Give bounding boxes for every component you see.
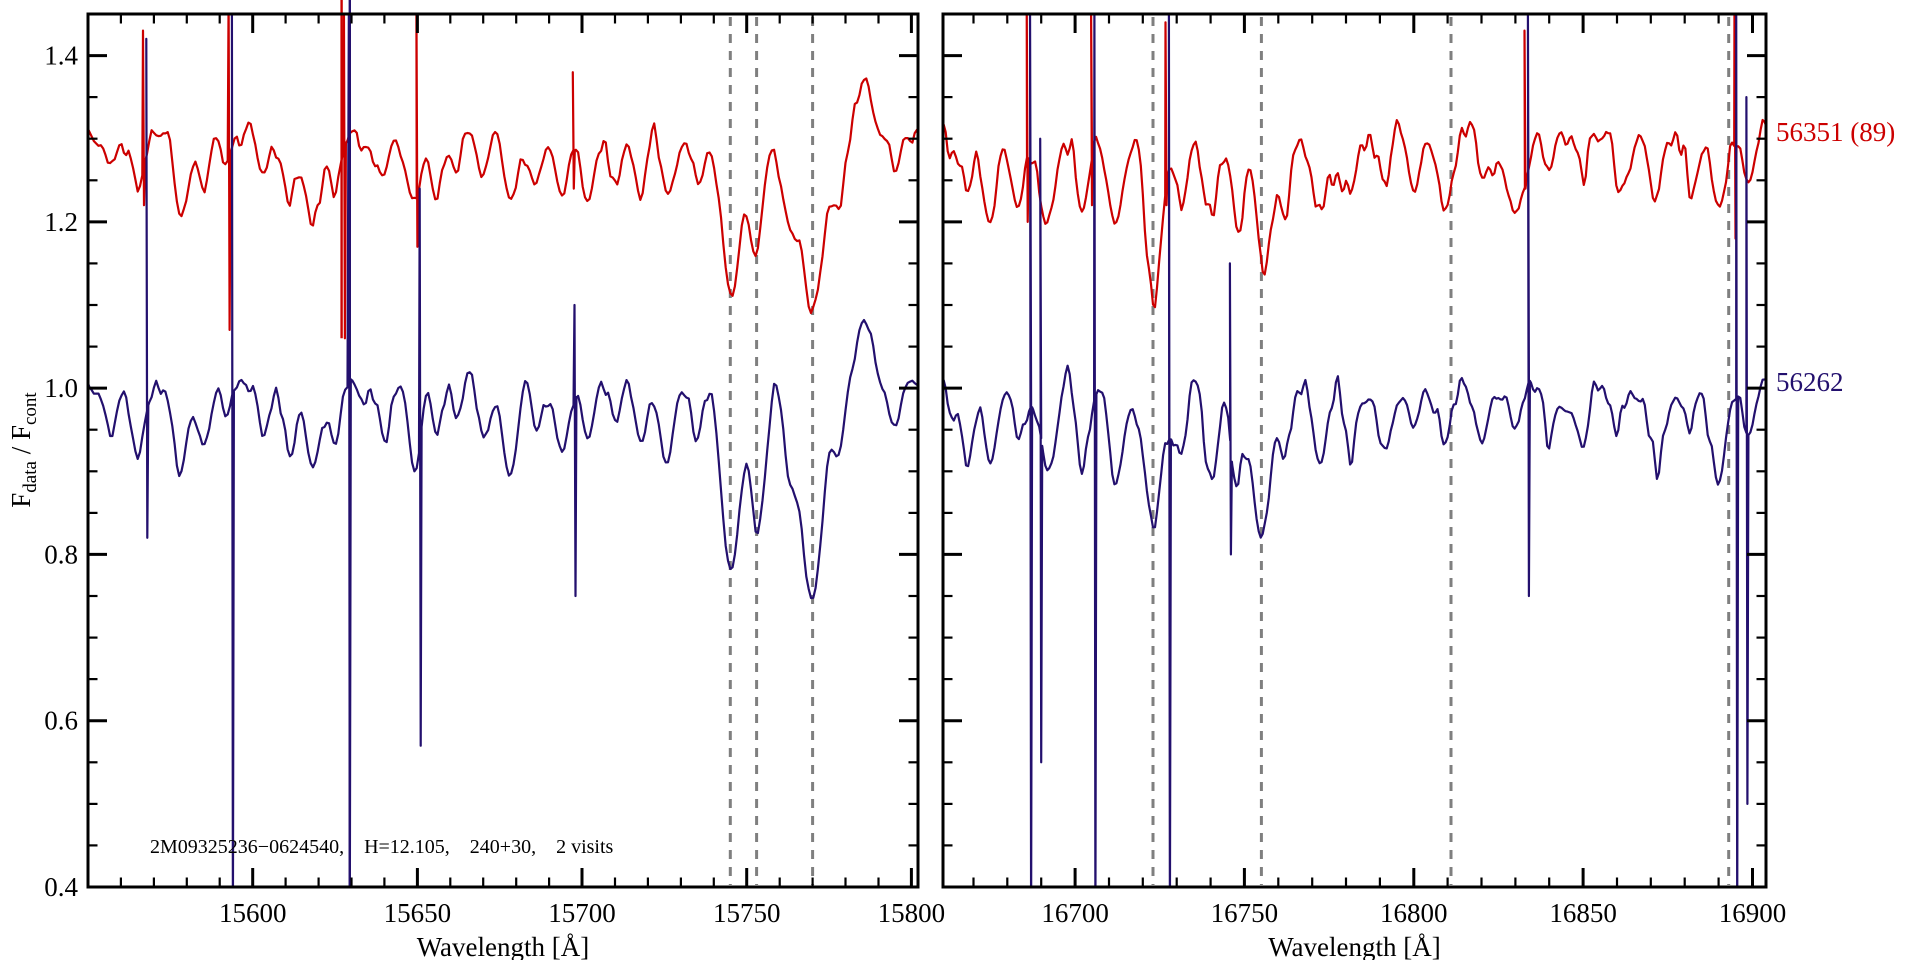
x-tick-label: 16700 [1041,898,1109,928]
y-tick-label: 0.6 [44,706,78,736]
y-tick-label: 1.2 [44,207,78,237]
x-tick-label: 15750 [713,898,781,928]
axis-box [941,12,1768,889]
series-label-56351: 56351 (89) [1776,117,1896,147]
x-tick-label: 16750 [1211,898,1279,928]
x-tick-label: 15800 [878,898,946,928]
spectrum-line-navy-panel1 [944,15,1765,886]
y-tick-label: 0.4 [44,872,78,902]
axis-box [86,12,920,889]
spectra-panel-1: 16700 16750 16800 16850 16900 [941,12,1787,928]
x-tick-label: 15600 [219,898,287,928]
x-tick-label: 16850 [1549,898,1617,928]
x-tick-label: 16900 [1719,898,1787,928]
x-tick-label: 15650 [384,898,452,928]
spectrum-line-red-panel1 [944,15,1765,309]
series-label-56262: 56262 [1776,367,1844,397]
wavelength-axis-label-left: Wavelength [Å] [416,932,590,960]
x-tick-label: 16800 [1380,898,1448,928]
wavelength-axis-label-right: Wavelength [Å] [1268,932,1441,960]
x-tick-label: 15700 [548,898,616,928]
y-tick-label: 1.4 [44,41,78,71]
target-annotation: 2M09325236−0624540, H=12.105, 240+30, 2 … [150,836,614,858]
flux-axis-label: Fdata / Fcont [6,392,41,508]
y-tick-label: 1.0 [44,373,78,403]
y-tick-label: 0.8 [44,539,78,569]
spectrum-line-navy-panel0 [89,15,917,886]
spectrum-line-red-panel0 [89,15,917,340]
spectra-panel-0: 15600 15650 15700 15750 15800 0.4 0.6 0.8 1.0 1.2… [44,0,945,928]
